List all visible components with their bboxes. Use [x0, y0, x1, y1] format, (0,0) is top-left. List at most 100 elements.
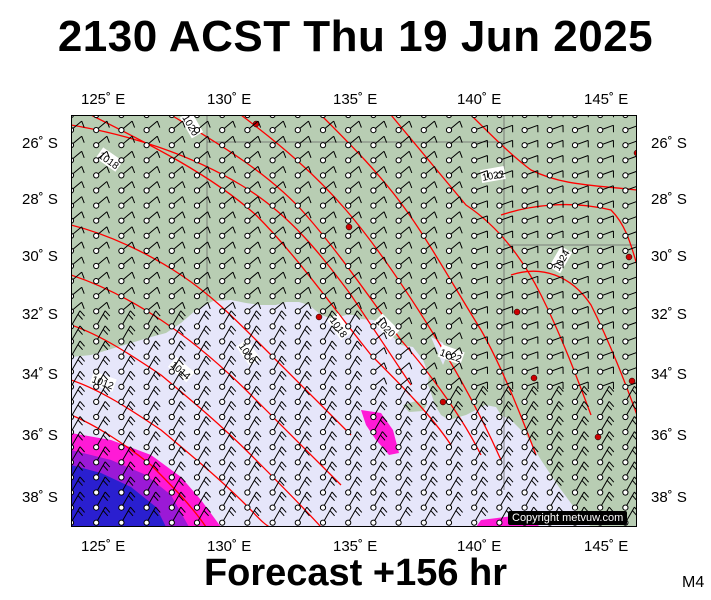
- wind-station-circle: [244, 474, 251, 481]
- wind-barb-feather: [354, 480, 361, 486]
- wind-barb-feather: [153, 495, 159, 502]
- wind-barb-feather: [230, 431, 237, 438]
- wind-barb-feather: [455, 434, 461, 441]
- wind-barb-feather: [230, 416, 237, 423]
- wind-barb-feather: [304, 344, 310, 351]
- wind-station-circle: [269, 187, 276, 194]
- wind-station-circle: [118, 187, 125, 194]
- wind-station-circle: [445, 157, 453, 164]
- wind-barb-feather: [556, 419, 562, 426]
- wind-station-circle: [597, 504, 604, 511]
- wind-barb-feather: [430, 495, 436, 502]
- wind-station-circle: [219, 429, 226, 436]
- wind-barb-feather: [156, 196, 161, 204]
- wind-station-circle: [395, 368, 402, 375]
- wind-station-circle: [319, 247, 327, 254]
- wind-barb-feather: [106, 136, 110, 143]
- wind-station-circle: [571, 172, 579, 179]
- wind-barb-feather: [178, 389, 184, 396]
- wind-station-circle: [319, 187, 327, 194]
- wind-barb-feather: [480, 464, 487, 471]
- wind-barb-feather: [230, 355, 237, 362]
- wind-station-circle: [244, 187, 251, 194]
- wind-barb-feather: [430, 434, 436, 441]
- wind-barb-feather: [254, 480, 260, 486]
- wind-barb-feather: [306, 446, 312, 453]
- wind-barb-feather: [130, 416, 136, 423]
- wind-barb-feather: [380, 404, 386, 411]
- wind-barb-feather: [482, 461, 489, 468]
- wind-barb-feather: [354, 344, 361, 351]
- wind-station-circle: [319, 142, 327, 149]
- wind-barb-feather: [383, 347, 388, 355]
- wind-barb-feather: [383, 166, 388, 174]
- wind-barb-feather: [155, 476, 161, 483]
- wind-station-circle: [622, 489, 629, 496]
- wind-barb-feather: [279, 389, 285, 396]
- wind-station-circle: [319, 489, 327, 496]
- wind-barb-feather: [455, 389, 461, 396]
- wind-barb-feather: [182, 120, 186, 128]
- wind-barb-feather: [308, 151, 312, 158]
- wind-barb-feather: [506, 464, 512, 471]
- wind-station-circle: [521, 127, 528, 134]
- wind-station-circle: [471, 383, 478, 390]
- wind-barb-feather: [308, 196, 312, 204]
- lat-label-36-right: 36˚ S: [651, 427, 687, 444]
- wind-station-circle: [521, 172, 528, 179]
- wind-station-circle: [269, 323, 276, 330]
- wind-station-circle: [571, 157, 579, 164]
- wind-station-circle: [471, 293, 478, 300]
- wind-barb-feather: [131, 271, 136, 279]
- wind-barb-feather: [358, 287, 362, 294]
- wind-barb-feather: [279, 359, 285, 366]
- wind-barb-feather: [356, 370, 363, 377]
- wind-barb-feather: [257, 302, 262, 309]
- land-area: [71, 115, 637, 527]
- wind-station-circle: [118, 323, 125, 330]
- wind-station-circle: [496, 142, 503, 149]
- wind-station-circle: [118, 368, 125, 375]
- wind-barb-feather: [329, 389, 335, 396]
- wind-station-circle: [193, 202, 201, 209]
- wind-barb-feather: [408, 181, 413, 189]
- wind-station-circle: [168, 127, 175, 134]
- wind-barb-feather: [102, 374, 109, 381]
- wind-station-circle: [471, 172, 478, 179]
- wind-station-circle: [395, 413, 402, 421]
- wind-station-circle: [395, 353, 402, 360]
- wind-station-circle: [370, 459, 377, 466]
- wind-station-circle: [420, 368, 427, 375]
- wind-barb-feather: [329, 480, 335, 486]
- wind-barb-feather: [304, 495, 310, 502]
- wind-station-circle: [571, 474, 579, 481]
- wind-station-circle: [496, 413, 503, 421]
- wind-station-circle: [219, 202, 226, 209]
- wind-station-circle: [496, 157, 503, 164]
- wind-station-circle: [420, 323, 427, 330]
- wind-barb-feather: [180, 491, 186, 498]
- wind-barb-feather: [459, 347, 463, 355]
- wind-barb-feather: [480, 449, 487, 456]
- wind-barb-feather: [432, 385, 438, 392]
- wind-station-circle: [420, 444, 427, 451]
- wind-station-circle: [143, 444, 150, 451]
- wind-barb-feather: [459, 166, 463, 174]
- wind-station-circle: [496, 474, 503, 481]
- wind-barb-feather: [230, 506, 237, 513]
- wind-barb-feather: [81, 241, 85, 249]
- wind-station-circle: [395, 489, 402, 496]
- wind-station-circle: [445, 262, 453, 270]
- wind-station-circle: [597, 474, 604, 481]
- wind-barb-feather: [606, 389, 613, 396]
- wind-station-circle: [496, 247, 503, 254]
- wind-barb-feather: [155, 325, 161, 332]
- wind-barb-feather: [331, 310, 337, 317]
- wind-station-circle: [168, 278, 175, 285]
- wind-station-circle: [445, 293, 453, 300]
- wind-station-circle: [319, 368, 327, 375]
- wind-barb-feather: [232, 151, 236, 158]
- wind-barb-feather: [282, 302, 287, 309]
- wind-barb-feather: [434, 287, 438, 294]
- wind-station-circle: [319, 323, 327, 330]
